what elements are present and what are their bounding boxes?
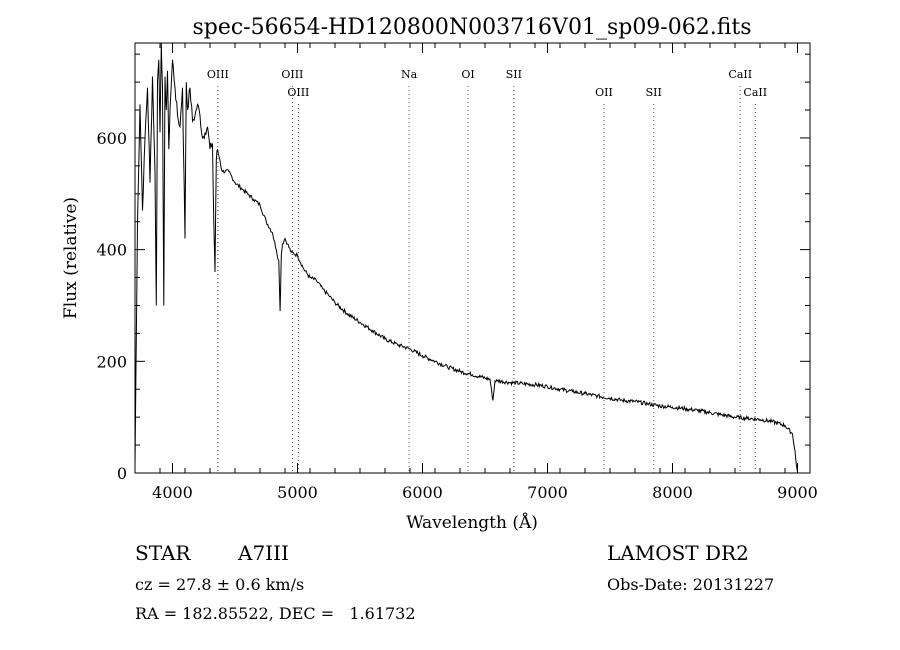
y-tick-label: 200 <box>96 352 127 371</box>
survey-name: LAMOST DR2 <box>607 541 749 565</box>
object-type: STAR <box>135 541 191 565</box>
x-tick-label: 7000 <box>527 483 568 502</box>
chart-title: spec-56654-HD120800N003716V01_sp09-062.f… <box>192 15 751 40</box>
line-marker-label: OIII <box>287 86 309 99</box>
x-axis-ticks: 4000 5000 6000 7000 8000 9000 <box>134 43 818 502</box>
line-marker-label: Na <box>401 68 418 81</box>
obs-date: Obs-Date: 20131227 <box>607 575 775 594</box>
emission-line-markers: OIII OIII OIII Na OI SII OII SII CaII CaII <box>207 68 767 473</box>
line-marker-label: SII <box>506 68 522 81</box>
y-tick-label: 400 <box>96 241 127 260</box>
spectrum-line <box>134 42 798 472</box>
y-tick-label: 600 <box>96 129 127 148</box>
y-axis-label: Flux (relative) <box>61 197 81 319</box>
plot-frame <box>134 42 811 474</box>
coordinates: RA = 182.85522, DEC = 1.61732 <box>135 604 416 623</box>
line-marker-label: OIII <box>281 68 303 81</box>
x-tick-label: 4000 <box>152 483 193 502</box>
x-tick-label: 9000 <box>777 483 818 502</box>
spectral-class: A7III <box>238 541 289 565</box>
line-marker-label: SII <box>646 86 662 99</box>
y-tick-label: 0 <box>117 464 127 483</box>
line-marker-label: OIII <box>207 68 229 81</box>
redshift-text: cz = 27.8 ± 0.6 km/s <box>135 575 305 594</box>
line-marker-label: CaII <box>743 86 767 99</box>
x-axis-label: Wavelength (Å) <box>406 512 538 533</box>
line-marker-label: CaII <box>728 68 752 81</box>
x-tick-label: 5000 <box>277 483 318 502</box>
x-tick-label: 8000 <box>652 483 693 502</box>
x-tick-label: 6000 <box>402 483 443 502</box>
line-marker-label: OI <box>461 68 474 81</box>
line-marker-label: OII <box>595 86 613 99</box>
y-axis-ticks: 0 200 400 600 <box>96 53 810 483</box>
